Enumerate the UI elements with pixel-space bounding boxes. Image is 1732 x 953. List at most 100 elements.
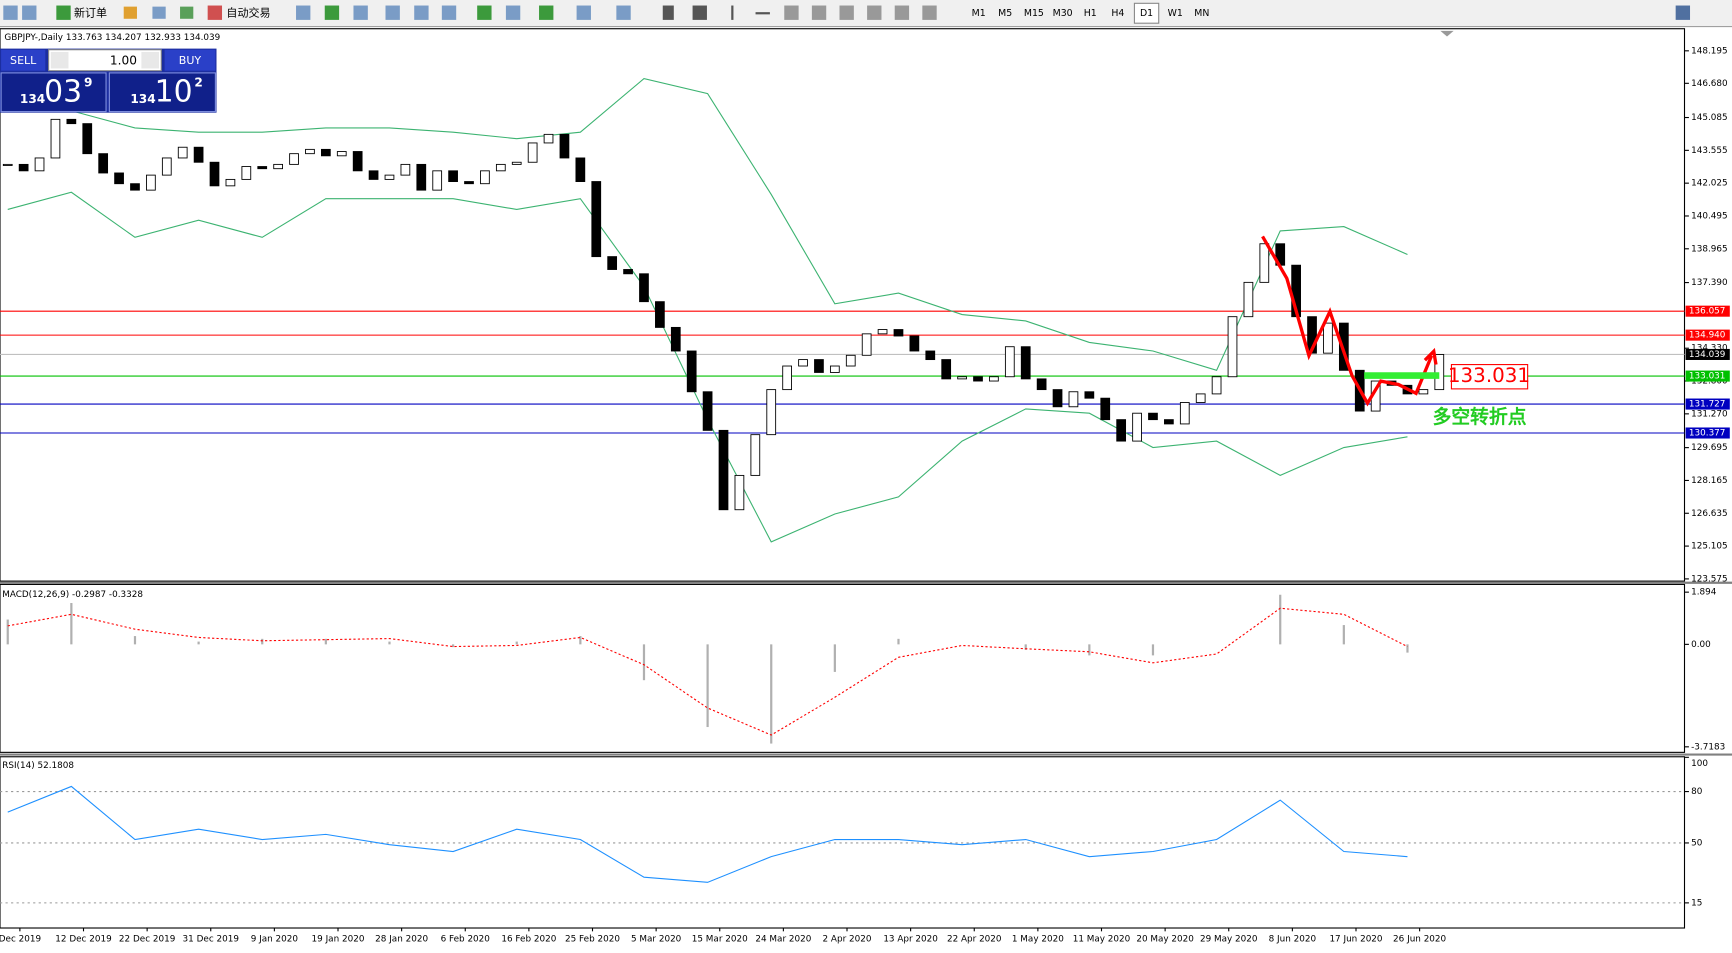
x-tick-label: 9 Jan 2020 — [251, 935, 299, 945]
x-tick-label: 1 May 2020 — [1012, 935, 1064, 945]
icon[interactable] — [576, 5, 591, 20]
timeframe[interactable]: M5 — [998, 8, 1012, 19]
icon[interactable] — [123, 6, 137, 19]
icon[interactable] — [152, 6, 166, 19]
candle-body — [1148, 412, 1158, 421]
candle-body — [655, 301, 665, 328]
candle-body — [1338, 322, 1349, 371]
x-tick-label: 16 Feb 2020 — [501, 935, 556, 945]
candle-body — [1323, 322, 1333, 354]
icon[interactable] — [539, 5, 554, 20]
y-tick-label: 128.165 — [1691, 476, 1728, 486]
macd-bar — [1342, 625, 1345, 645]
icon[interactable] — [662, 5, 674, 20]
candle-body — [1036, 378, 1047, 391]
macd-bar — [70, 603, 73, 645]
y-tick-label: 126.635 — [1691, 509, 1728, 519]
candle-body — [82, 123, 93, 155]
timeframe[interactable]: MN — [1194, 8, 1209, 19]
timeframe[interactable]: M1 — [972, 8, 986, 19]
level-label: 133.031 — [1689, 372, 1726, 382]
candle-body — [814, 359, 824, 373]
y-tick-label: 138.965 — [1691, 244, 1728, 254]
candle-body — [591, 181, 602, 258]
toolbar-button[interactable]: 新订单 — [74, 5, 107, 19]
candle-body — [766, 389, 777, 436]
x-tick-label: 31 Dec 2019 — [183, 935, 239, 945]
icon[interactable] — [56, 5, 71, 20]
y-tick-label: 100 — [1691, 759, 1708, 769]
ask-box[interactable] — [108, 72, 216, 113]
candle-body — [925, 350, 936, 361]
lots-field[interactable] — [48, 49, 162, 72]
candle-body — [559, 133, 570, 159]
icon[interactable] — [755, 12, 770, 15]
icon[interactable] — [441, 5, 457, 20]
red-arrow-path — [1261, 235, 1434, 407]
timeframe[interactable]: D1 — [1140, 8, 1153, 19]
icon[interactable] — [324, 5, 340, 20]
icon[interactable] — [385, 5, 400, 20]
icon[interactable] — [477, 5, 492, 20]
icon[interactable] — [22, 5, 37, 20]
macd-bar — [833, 644, 836, 672]
candle-body — [989, 376, 999, 382]
macd-bar — [261, 638, 264, 645]
icon[interactable] — [296, 5, 311, 20]
candle-body — [2, 163, 13, 166]
timeframe[interactable]: H1 — [1084, 8, 1097, 19]
timeframe[interactable]: W1 — [1168, 8, 1183, 19]
icon[interactable] — [353, 5, 368, 20]
lots-up[interactable] — [141, 51, 160, 69]
candle-body — [18, 163, 29, 172]
bid-box[interactable] — [0, 72, 107, 113]
macd-bar — [133, 636, 137, 645]
lots-down[interactable] — [50, 51, 69, 69]
sell-button[interactable] — [1, 49, 46, 71]
icon[interactable] — [3, 5, 18, 20]
icon[interactable] — [839, 5, 854, 20]
icon[interactable] — [894, 5, 910, 20]
icon[interactable] — [692, 5, 707, 20]
level-label-bg — [1685, 348, 1730, 360]
icon[interactable] — [207, 5, 223, 20]
timeframe[interactable]: M15 — [1024, 8, 1044, 19]
sell-label[interactable]: SELL — [10, 54, 37, 67]
candle-body — [336, 151, 347, 157]
icon[interactable] — [867, 5, 882, 20]
x-tick-label: 28 Jan 2020 — [375, 935, 428, 945]
macd-bar — [515, 641, 518, 645]
x-tick-label: 15 Mar 2020 — [692, 935, 748, 945]
toolbar-button[interactable]: 自动交易 — [226, 5, 270, 19]
macd-bar — [197, 641, 200, 645]
y-tick-label: 0.00 — [1691, 640, 1711, 650]
ask-sup: 2 — [194, 75, 202, 89]
icon[interactable] — [414, 5, 429, 20]
rsi-title: RSI(14) 52.1808 — [2, 761, 74, 771]
macd-bar — [1279, 594, 1282, 645]
y-tick-label: 123.575 — [1691, 574, 1728, 584]
timeframe[interactable]: H4 — [1111, 8, 1124, 19]
icon[interactable] — [505, 5, 521, 20]
search-icon[interactable] — [1675, 5, 1691, 20]
icon[interactable] — [616, 5, 631, 20]
icon[interactable] — [731, 5, 734, 20]
x-tick-label: 22 Dec 2019 — [119, 935, 175, 945]
ask-big: 134 — [130, 92, 155, 106]
level-label-bg — [1685, 427, 1730, 439]
icon[interactable] — [922, 5, 937, 20]
buy-button[interactable] — [164, 49, 216, 71]
icon[interactable] — [784, 5, 799, 20]
candle-body — [400, 163, 411, 176]
macd-bar — [324, 638, 327, 645]
y-tick-label: 15 — [1691, 898, 1702, 908]
timeframe[interactable]: M30 — [1053, 8, 1073, 19]
annotation-text: 多空转折点 — [1433, 405, 1527, 428]
lots-value[interactable]: 1.00 — [110, 53, 137, 67]
icon[interactable] — [811, 5, 827, 20]
icon[interactable] — [180, 6, 194, 19]
buy-label[interactable]: BUY — [179, 54, 202, 67]
x-tick-label: Dec 2019 — [0, 935, 41, 945]
candle-body — [432, 170, 443, 191]
